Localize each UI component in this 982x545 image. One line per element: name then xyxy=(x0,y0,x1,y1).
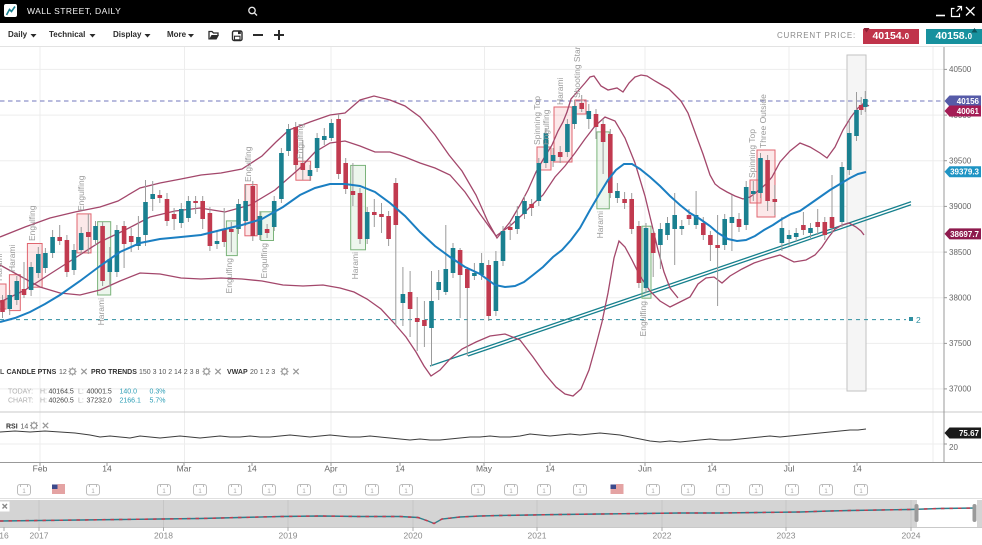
svg-text:Harami: Harami xyxy=(350,252,360,280)
svg-text:12: 12 xyxy=(59,369,67,376)
svg-text:Engulfing: Engulfing xyxy=(541,109,551,145)
svg-text:Engulfing: Engulfing xyxy=(638,301,648,337)
svg-text:38000: 38000 xyxy=(949,293,972,302)
svg-text:1: 1 xyxy=(302,489,306,495)
svg-text:Jul: Jul xyxy=(784,464,795,474)
svg-text:1: 1 xyxy=(404,489,408,495)
svg-text:RSI: RSI xyxy=(6,424,18,431)
svg-text:38697.7: 38697.7 xyxy=(950,230,979,239)
svg-text:14: 14 xyxy=(247,464,257,474)
svg-text:38500: 38500 xyxy=(949,248,972,257)
svg-text:Shooting Star: Shooting Star xyxy=(572,47,582,98)
svg-text:Apr: Apr xyxy=(324,464,337,474)
svg-text:Engulfing: Engulfing xyxy=(224,258,234,294)
svg-text:Harami: Harami xyxy=(595,211,605,239)
svg-text:VWAP: VWAP xyxy=(227,369,248,376)
svg-text:CHART:: CHART: xyxy=(8,398,33,405)
svg-text:1: 1 xyxy=(370,489,374,495)
svg-text:1: 1 xyxy=(509,489,513,495)
svg-text:40001.5: 40001.5 xyxy=(87,389,112,396)
svg-text:37232.0: 37232.0 xyxy=(87,398,112,405)
svg-text:Spinning Top: Spinning Top xyxy=(747,129,757,178)
svg-text:1: 1 xyxy=(542,489,546,495)
svg-text:2017: 2017 xyxy=(30,531,49,541)
svg-text:2020: 2020 xyxy=(404,531,423,541)
svg-text:1: 1 xyxy=(233,489,237,495)
svg-text:40061: 40061 xyxy=(957,107,980,116)
svg-text:0.3%: 0.3% xyxy=(150,389,166,396)
svg-text:1: 1 xyxy=(578,489,582,495)
svg-text:2: 2 xyxy=(916,315,921,325)
svg-text:39379.3: 39379.3 xyxy=(950,168,979,177)
svg-text:37000: 37000 xyxy=(949,385,972,394)
svg-text:2166.1: 2166.1 xyxy=(120,398,142,405)
svg-text:L:: L: xyxy=(78,398,84,405)
svg-text:Engulfing: Engulfing xyxy=(76,175,86,211)
svg-text:40164.5: 40164.5 xyxy=(49,389,74,396)
svg-text:TODAY:: TODAY: xyxy=(8,389,33,396)
svg-text:1: 1 xyxy=(824,489,828,495)
svg-text:2021: 2021 xyxy=(528,531,547,541)
svg-text:16: 16 xyxy=(0,531,9,541)
svg-text:1: 1 xyxy=(686,489,690,495)
svg-text:5.7%: 5.7% xyxy=(150,398,166,405)
svg-text:2022: 2022 xyxy=(653,531,672,541)
svg-text:Harami: Harami xyxy=(555,77,565,105)
svg-text:Mar: Mar xyxy=(177,464,192,474)
svg-text:40156: 40156 xyxy=(957,97,980,106)
svg-text:40500: 40500 xyxy=(949,65,972,74)
svg-text:14: 14 xyxy=(102,464,112,474)
svg-text:2024: 2024 xyxy=(902,531,921,541)
svg-text:Engulfing: Engulfing xyxy=(243,146,253,182)
svg-text:40260.5: 40260.5 xyxy=(49,398,74,405)
svg-text:39000: 39000 xyxy=(949,202,972,211)
svg-text:14: 14 xyxy=(395,464,405,474)
svg-text:May: May xyxy=(476,464,493,474)
svg-text:39500: 39500 xyxy=(949,156,972,165)
svg-text:1: 1 xyxy=(338,489,342,495)
svg-text:1: 1 xyxy=(651,489,655,495)
svg-text:CANDLE PTNS: CANDLE PTNS xyxy=(7,369,57,376)
svg-text:1: 1 xyxy=(267,489,271,495)
svg-text:1: 1 xyxy=(162,489,166,495)
svg-text:H:: H: xyxy=(40,398,47,405)
svg-text:2019: 2019 xyxy=(279,531,298,541)
svg-text:14: 14 xyxy=(21,424,29,431)
svg-text:20 1 2 3: 20 1 2 3 xyxy=(250,369,275,376)
svg-text:1: 1 xyxy=(91,489,95,495)
svg-text:75.67: 75.67 xyxy=(959,429,980,438)
svg-text:Engulfing: Engulfing xyxy=(27,205,37,241)
svg-text:L: L xyxy=(0,369,5,376)
svg-text:Engulfing: Engulfing xyxy=(295,123,305,159)
svg-text:1: 1 xyxy=(790,489,794,495)
svg-text:Engulfing: Engulfing xyxy=(259,243,269,279)
svg-text:L:: L: xyxy=(78,389,84,396)
svg-text:H:: H: xyxy=(40,389,47,396)
svg-text:14: 14 xyxy=(545,464,555,474)
svg-text:Jun: Jun xyxy=(638,464,652,474)
svg-text:20: 20 xyxy=(949,443,958,452)
svg-text:Harami: Harami xyxy=(0,253,4,281)
svg-text:1: 1 xyxy=(22,489,26,495)
svg-text:14: 14 xyxy=(707,464,717,474)
svg-text:Harami: Harami xyxy=(96,298,106,326)
svg-text:37500: 37500 xyxy=(949,339,972,348)
svg-text:Feb: Feb xyxy=(33,464,48,474)
svg-text:2018: 2018 xyxy=(154,531,173,541)
svg-text:14: 14 xyxy=(852,464,862,474)
svg-text:1: 1 xyxy=(721,489,725,495)
svg-text:1: 1 xyxy=(859,489,863,495)
svg-text:1: 1 xyxy=(198,489,202,495)
svg-text:Three Outside: Three Outside xyxy=(758,94,768,148)
svg-text:PRO TRENDS: PRO TRENDS xyxy=(91,369,137,376)
svg-text:Spinning Top: Spinning Top xyxy=(532,96,542,145)
svg-text:1: 1 xyxy=(754,489,758,495)
svg-text:140.0: 140.0 xyxy=(120,389,138,396)
svg-text:2023: 2023 xyxy=(777,531,796,541)
svg-text:Harami: Harami xyxy=(7,244,17,272)
svg-text:1: 1 xyxy=(476,489,480,495)
svg-text:150 3 10 2 14 2 3 8: 150 3 10 2 14 2 3 8 xyxy=(139,369,199,376)
